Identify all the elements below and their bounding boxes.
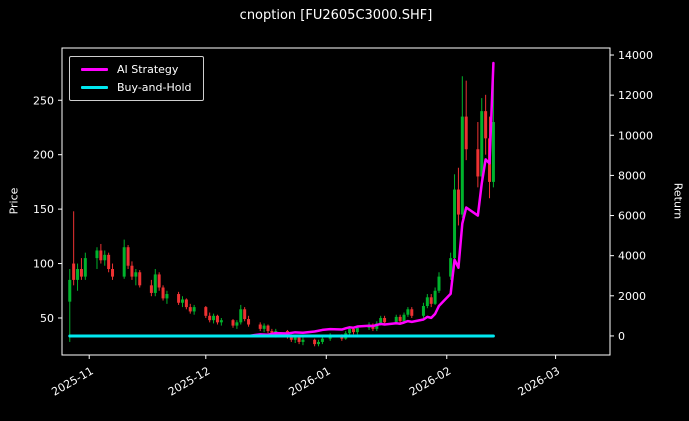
x-tick-label: 2026-01: [286, 364, 332, 398]
candle-body: [320, 338, 324, 342]
candle-body: [130, 265, 134, 277]
candle-body: [134, 272, 138, 277]
legend: AI Strategy Buy-and-Hold: [69, 56, 204, 101]
plot-frame: [61, 47, 611, 356]
candle-body: [351, 328, 355, 333]
legend-label-ai-strategy: AI Strategy: [117, 63, 179, 76]
candle-body: [149, 285, 153, 293]
candle-body: [406, 309, 410, 315]
candle-body: [317, 341, 321, 345]
candle-body: [157, 274, 161, 288]
buy-and-hold-line-swatch: [81, 86, 108, 89]
candle-body: [460, 116, 464, 215]
return-tick-label: 12000: [618, 89, 653, 102]
price-tick-label: 150: [33, 203, 54, 216]
candle-body: [301, 339, 305, 342]
candle-body: [398, 316, 402, 322]
return-tick-label: 10000: [618, 129, 653, 142]
candle-body: [243, 309, 247, 320]
candle-body: [99, 250, 103, 261]
return-tick-label: 6000: [618, 210, 646, 223]
candle-body: [122, 247, 126, 277]
candle-body: [192, 307, 196, 312]
legend-item-buy-and-hold: Buy-and-Hold: [81, 82, 192, 93]
x-tick-label: 2025-12: [166, 364, 212, 398]
candle-body: [231, 320, 235, 326]
return-tick-label: 8000: [618, 169, 646, 182]
return-tick-label: 14000: [618, 49, 653, 62]
candle-body: [262, 325, 266, 329]
candle-body: [476, 149, 480, 177]
candle-body: [219, 320, 223, 323]
candle-body: [103, 254, 107, 261]
candle-body: [484, 111, 488, 139]
candle-body: [212, 315, 216, 321]
candle-body: [111, 268, 115, 277]
candle-body: [138, 272, 142, 286]
candle-body: [204, 307, 208, 316]
candle-body: [68, 279, 72, 302]
candle-body: [425, 297, 429, 307]
chart-title: cnoption [FU2605C3000.SHF]: [239, 8, 433, 23]
series-line-ai-strategy: [68, 61, 495, 338]
candle-body: [453, 189, 457, 259]
candle-body: [383, 317, 387, 323]
candle-body: [433, 290, 437, 304]
candle-body: [464, 116, 468, 150]
price-tick-label: 250: [33, 94, 54, 107]
price-tick-label: 100: [33, 258, 54, 271]
x-tick-label: 2026-02: [407, 364, 453, 398]
candle-body: [235, 322, 239, 326]
candle-body: [266, 325, 270, 332]
candle-body: [379, 317, 383, 324]
candle-body: [437, 276, 441, 291]
candle-body: [208, 315, 212, 321]
candle-body: [449, 258, 453, 277]
candle-body: [355, 327, 359, 333]
candle-body: [456, 189, 460, 215]
candle-body: [293, 337, 297, 340]
candle-body: [421, 306, 425, 316]
candle-body: [72, 263, 76, 280]
candle-body: [165, 294, 169, 299]
candle-body: [107, 254, 111, 269]
return-tick-label: 0: [618, 330, 625, 343]
ai-strategy-line-swatch: [81, 68, 108, 71]
candle-body: [313, 339, 317, 345]
candle-body: [297, 337, 301, 342]
candle-body: [394, 316, 398, 323]
candle-body: [429, 297, 433, 304]
x-tick-label: 2026-03: [516, 364, 562, 398]
candle-body: [76, 268, 80, 280]
candle-body: [410, 309, 414, 316]
candle-body: [188, 307, 192, 312]
return-tick-label: 2000: [618, 290, 646, 303]
candle-body: [79, 268, 83, 277]
price-tick-label: 50: [40, 312, 54, 325]
candle-body: [348, 328, 352, 334]
candle-body: [289, 336, 293, 340]
candle-body: [239, 309, 243, 323]
candle-body: [184, 299, 188, 308]
candle-body: [215, 315, 219, 323]
candle-body: [491, 122, 495, 182]
candle-body: [177, 294, 181, 303]
candle-body: [402, 314, 406, 322]
candle-body: [95, 250, 99, 259]
x-tick-label: 2025-11: [49, 364, 95, 398]
legend-label-buy-and-hold: Buy-and-Hold: [117, 81, 192, 94]
candle-body: [247, 319, 251, 325]
candle-body: [153, 274, 157, 293]
candle-body: [126, 247, 130, 266]
price-tick-label: 200: [33, 149, 54, 162]
candle-body: [83, 258, 87, 277]
legend-item-ai-strategy: AI Strategy: [81, 64, 192, 75]
candle-body: [161, 287, 165, 299]
return-tick-label: 4000: [618, 250, 646, 263]
candle-body: [258, 324, 262, 329]
candle-body: [480, 111, 484, 177]
candle-body: [180, 299, 184, 303]
